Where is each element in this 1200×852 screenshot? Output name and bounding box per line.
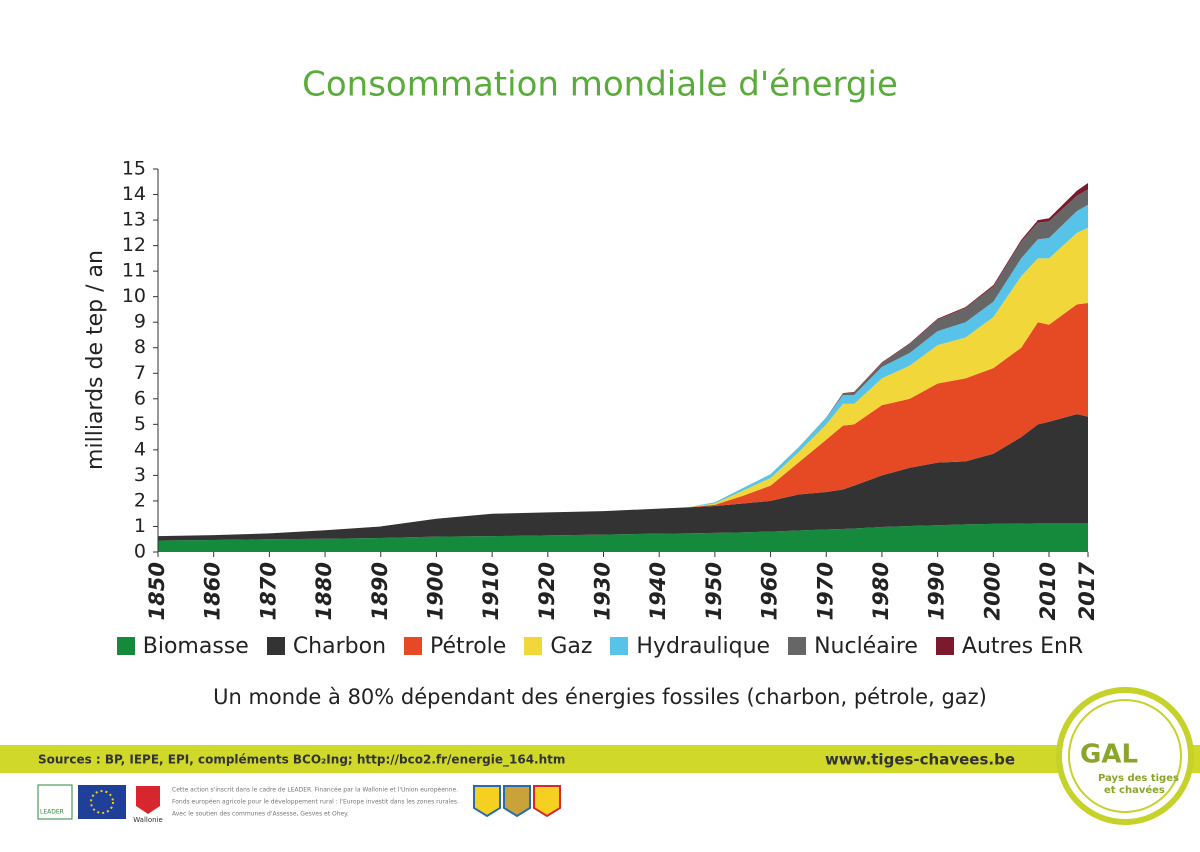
y-tick-label: 15 <box>122 158 146 180</box>
x-tick-label: 1900 <box>423 562 447 620</box>
website: www.tiges-chavees.be <box>825 751 1015 769</box>
x-tick-label: 1980 <box>869 562 893 620</box>
area <box>158 227 1088 537</box>
legend-swatch <box>524 637 543 655</box>
commune-crest <box>533 785 561 818</box>
leader-logo <box>37 784 73 820</box>
area <box>158 303 1088 537</box>
gal-logo-caption: Pays des tiges <box>1098 773 1179 784</box>
y-tick-label: 8 <box>134 336 146 358</box>
x-tick-label: 1920 <box>535 562 559 620</box>
legend-item: Autres EnR <box>935 634 1084 659</box>
legend-label: Nucléaire <box>814 634 918 659</box>
footer-note: Fonds européen agricole pour le développ… <box>172 799 459 806</box>
gal-logo-text: GAL <box>1080 740 1138 770</box>
y-tick-label: 1 <box>134 515 146 537</box>
sources: Sources : BP, IEPE, EPI, compléments BCO… <box>38 753 565 768</box>
wallonie-label: Wallonie <box>133 816 163 824</box>
legend-item: Pétrole <box>404 634 506 659</box>
x-tick-label: 1950 <box>702 562 726 620</box>
y-tick-label: 4 <box>134 438 146 460</box>
x-tick-label: 1910 <box>479 562 503 620</box>
footer-note: Avec le soutien des communes d'Assesse, … <box>172 811 349 818</box>
leader-label: LEADER <box>40 809 64 816</box>
y-tick-label: 10 <box>122 285 146 307</box>
area <box>158 523 1088 552</box>
y-tick-label: 13 <box>122 209 146 231</box>
x-tick-label: 1990 <box>925 562 949 620</box>
legend-swatch <box>610 637 629 655</box>
gal-logo-caption: et chavées <box>1104 784 1165 796</box>
x-tick-label: 1940 <box>646 562 670 620</box>
x-tick-label: 2000 <box>980 562 1004 620</box>
legend-item: Gaz <box>524 634 592 659</box>
x-tick-label: 1960 <box>758 562 782 620</box>
y-tick-label: 11 <box>122 260 146 282</box>
legend-swatch <box>404 637 423 655</box>
x-tick-label: 1890 <box>368 562 392 620</box>
legend-item: Nucléaire <box>788 634 918 659</box>
legend-label: Gaz <box>550 634 593 659</box>
y-tick-label: 14 <box>122 183 146 205</box>
x-tick-label: 2017 <box>1075 562 1099 621</box>
y-tick-label: 2 <box>134 489 146 511</box>
x-tick-label: 1930 <box>591 562 615 620</box>
commune-crest <box>473 785 501 818</box>
footer-bar <box>0 745 1200 773</box>
legend-swatch <box>788 637 807 655</box>
y-tick-label: 0 <box>134 541 146 563</box>
legend-item: Hydraulique <box>610 634 770 659</box>
x-tick-label: 1870 <box>256 562 280 620</box>
y-tick-label: 12 <box>122 234 146 256</box>
legend-item: Charbon <box>266 634 387 659</box>
subtitle: Un monde à 80% dépendant des énergies fo… <box>213 685 987 709</box>
x-tick-label: 1850 <box>145 562 169 620</box>
legend-swatch <box>116 637 135 655</box>
legend-label: Pétrole <box>430 634 507 659</box>
wallonie-logo <box>136 786 160 814</box>
y-tick-label: 5 <box>134 413 146 435</box>
y-tick-label: 7 <box>134 362 146 384</box>
legend: Biomasse Charbon Pétrole Gaz Hydraulique Nucl… <box>0 634 1200 659</box>
y-tick-label: 3 <box>134 464 146 486</box>
legend-swatch <box>266 637 285 655</box>
y-tick-label: 6 <box>134 387 146 409</box>
eu-stars <box>90 790 114 814</box>
y-tick-label: 9 <box>134 311 146 333</box>
legend-label: Charbon <box>292 634 387 659</box>
x-tick-label: 2010 <box>1036 562 1060 620</box>
gal-logo <box>1056 687 1194 825</box>
commune-crest <box>503 785 531 818</box>
footer-note: Cette action s'inscrit dans le cadre de … <box>172 787 458 794</box>
x-tick-label: 1880 <box>312 562 336 620</box>
gal-logo-ring <box>1068 699 1182 813</box>
legend-swatch <box>935 637 954 655</box>
x-tick-label: 1860 <box>201 562 225 620</box>
x-tick-label: 1970 <box>813 562 837 620</box>
legend-label: Autres EnR <box>961 634 1084 659</box>
legend-label: Biomasse <box>142 634 249 659</box>
legend-item: Biomasse <box>116 634 249 659</box>
legend-label: Hydraulique <box>636 634 771 659</box>
area <box>158 414 1088 541</box>
chart-title: Consommation mondiale d'énergie <box>302 65 898 105</box>
y-axis-label: milliards de tep / an <box>83 250 108 470</box>
